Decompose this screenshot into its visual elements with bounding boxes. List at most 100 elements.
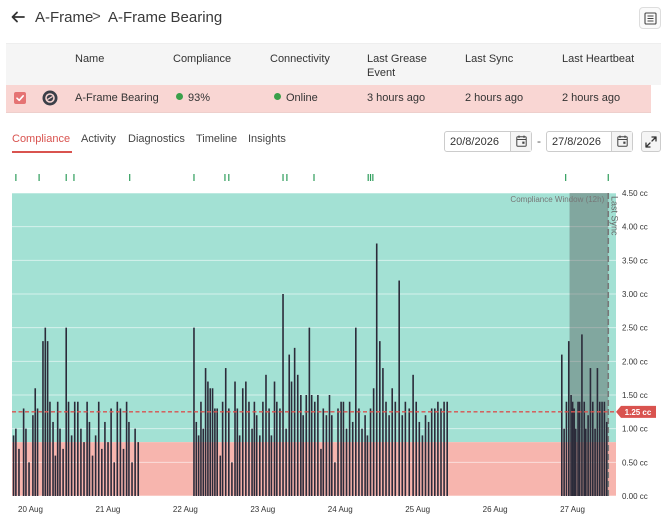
bar [351,421,354,496]
last-grease-event-value: 3 hours ago [367,92,426,104]
bar [577,401,579,496]
bar [325,415,328,496]
bar [107,442,109,496]
bar [313,401,316,496]
bar [366,435,369,496]
bar [22,408,25,496]
bar [305,395,308,496]
bar [231,462,233,496]
column-header-last-grease-event[interactable]: Last Grease Event [367,53,427,79]
calendar-icon[interactable] [611,132,632,151]
calendar-icon[interactable] [510,132,531,151]
bar [605,421,608,496]
checkbox-checked-icon[interactable] [14,92,26,104]
column-header-name[interactable]: Name [75,53,105,65]
asset-table: Name Compliance Connectivity Last Grease… [6,43,661,113]
page-header: A-Frame > A-Frame Bearing [0,0,670,36]
bar [18,448,20,496]
table-row[interactable]: A-Frame Bearing 93% Online 3 hours ago 2… [6,85,661,113]
threshold-tag-shape [616,405,656,418]
bar [224,368,227,496]
compliance-percent: 93% [188,92,211,104]
x-tick-label: 26 Aug [483,505,508,514]
bar [385,401,387,496]
tab-diagnostics[interactable]: Diagnostics [128,133,185,145]
asset-name[interactable]: A-Frame Bearing [75,92,159,104]
y-tick-label: 3.00 cc [622,290,648,299]
bar [94,435,97,496]
bar [285,428,287,496]
bar [578,401,581,496]
bar [97,401,100,496]
bar [355,327,357,496]
x-tick-label: 25 Aug [405,505,430,514]
bar [104,421,106,496]
bar [372,388,375,496]
bar [70,435,73,496]
bar [241,388,244,496]
bar [340,401,342,496]
compliance-chart: Compliance Window (12h) Last Sync 1.25 c… [12,174,656,514]
active-tab-indicator [12,151,72,153]
y-tick-label: 2.00 cc [622,357,648,366]
bar [424,415,427,496]
tab-activity[interactable]: Activity [81,133,116,145]
bar [375,243,378,496]
y-gridlines [12,192,616,497]
arrow-left-icon[interactable] [10,9,26,25]
bar [567,341,570,496]
bar [131,462,133,496]
bar [228,408,230,496]
date-to-field[interactable]: 27/8/2026 [546,131,633,152]
x-tick-label: 27 Aug [560,505,585,514]
bar [80,428,82,496]
compliant-band [12,193,616,443]
bar [328,395,331,496]
bar [116,401,119,496]
x-tick-label: 21 Aug [95,505,120,514]
date-from-field[interactable]: 20/8/2026 [444,131,532,152]
bar [134,428,136,496]
bar [594,428,596,496]
bar [265,374,267,496]
bar [86,401,88,496]
bar [302,415,304,496]
bar [560,354,563,496]
report-button[interactable] [639,7,661,29]
breadcrumb-current: A-Frame Bearing [108,9,223,26]
bar [570,395,572,496]
bar [587,415,589,496]
bar [276,401,278,496]
row-end-divider [651,85,661,113]
y-axis: 0.00 cc 0.50 cc 1.00 cc 1.50 cc 2.00 cc 2.50 … [622,189,648,501]
column-header-compliance[interactable]: Compliance [173,53,232,65]
bar [345,428,348,496]
bar [574,428,577,496]
bar [296,374,299,496]
date-to-value: 27/8/2026 [552,136,601,148]
tab-compliance[interactable]: Compliance [12,133,71,145]
tab-timeline[interactable]: Timeline [196,133,238,145]
y-tick-label: 2.50 cc [622,324,648,333]
bar [440,408,442,496]
bar [290,381,293,496]
expand-icon [645,136,657,148]
bar [282,294,284,496]
breadcrumb-root[interactable]: A-Frame [35,9,94,26]
bar [591,401,594,496]
column-header-last-sync[interactable]: Last Sync [465,53,514,65]
column-header-last-heartbeat[interactable]: Last Heartbeat [562,53,635,65]
bar [293,347,296,496]
bar [369,408,372,496]
bar [270,435,273,496]
bar [415,401,418,496]
bar [253,401,256,496]
expand-button[interactable] [641,131,661,152]
tab-insights[interactable]: Insights [248,133,286,145]
column-header-connectivity[interactable]: Connectivity [270,53,330,65]
bar [583,401,586,496]
bar [56,401,59,496]
bar [268,408,270,496]
x-tick-label: 20 Aug [18,505,43,514]
bar [388,415,390,496]
